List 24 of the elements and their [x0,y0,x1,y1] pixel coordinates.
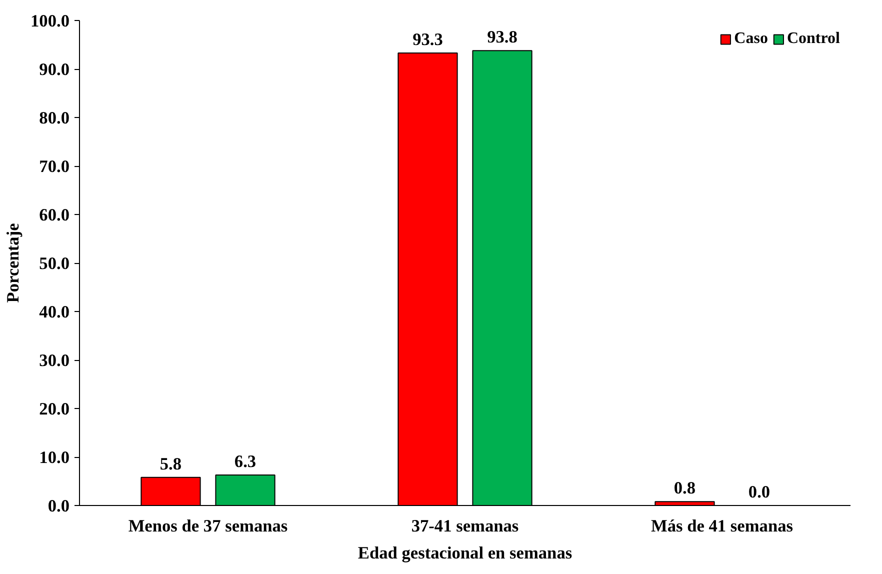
y-tick-label: 100.0 [30,12,70,30]
x-tick-label: Más de 41 semanas [651,516,794,536]
y-tick-label: 60.0 [39,206,70,224]
y-tick-label: 0.0 [48,496,70,516]
data-label: 0.0 [748,482,770,502]
data-label: 93.8 [487,28,518,47]
x-tick-label: 37-41 semanas [411,516,519,536]
y-tick-label: 80.0 [39,108,70,128]
legend-label: Caso [734,30,768,48]
y-tick-label: 90.0 [39,60,70,79]
data-label: 6.3 [234,452,256,471]
y-tick-label: 20.0 [39,400,70,418]
data-label: 0.8 [674,478,696,498]
x-tick-label: Menos de 37 semanas [128,516,288,536]
y-tick-label: 40.0 [39,302,70,322]
y-tick-label: 10.0 [39,448,70,467]
x-axis-title: Edad gestacional en semanas [358,544,572,562]
y-tick-label: 50.0 [39,254,70,273]
y-tick-label: 70.0 [39,157,70,176]
data-label: 93.3 [412,30,444,49]
y-axis-title: Porcentaje [4,222,23,303]
legend-label: Control [786,30,840,48]
data-label: 5.8 [160,454,182,474]
y-tick-label: 30.0 [39,351,70,370]
